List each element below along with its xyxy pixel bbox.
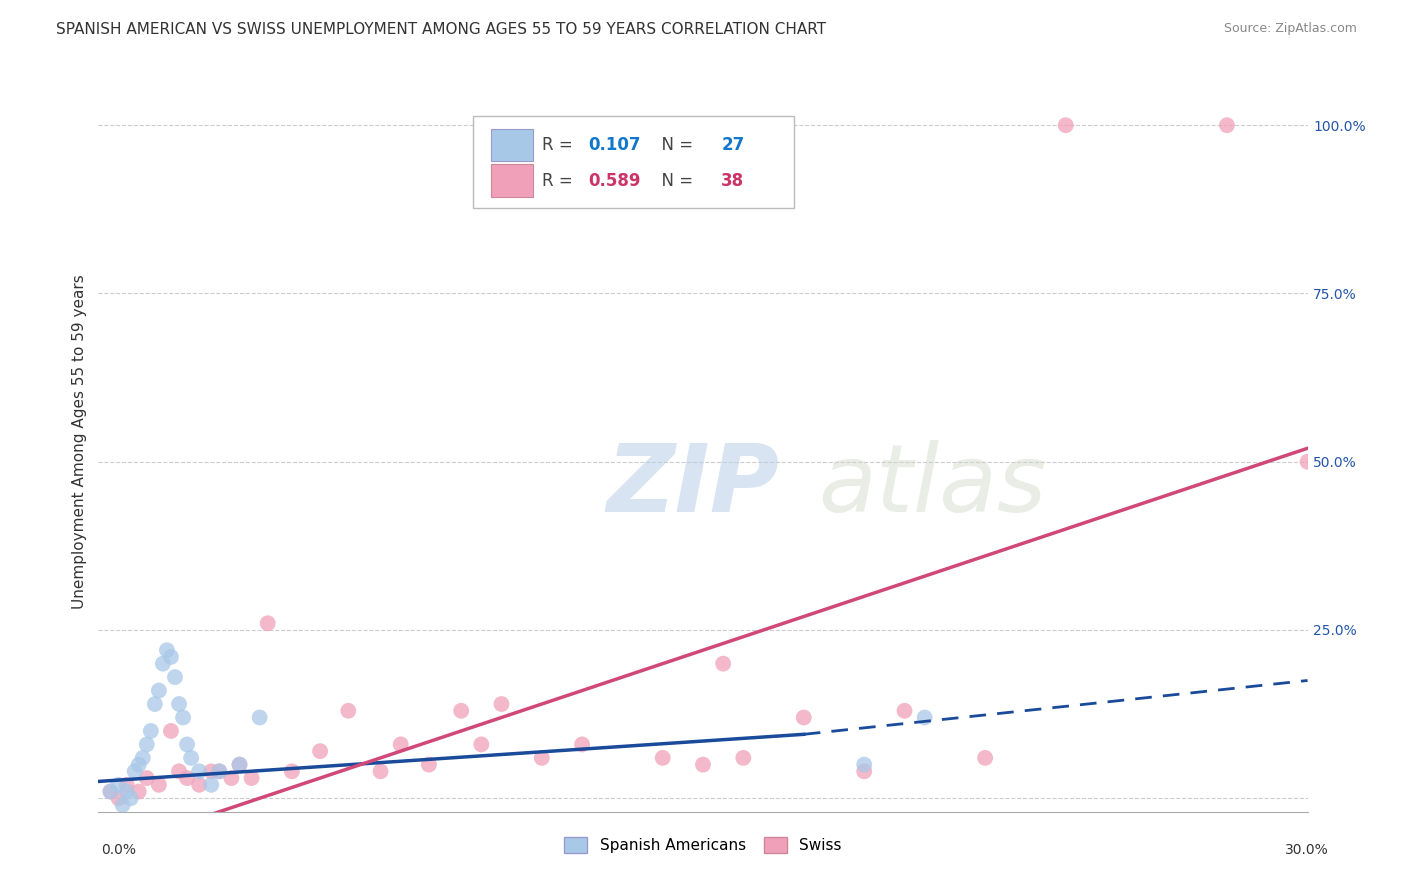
Point <box>132 751 155 765</box>
Y-axis label: Unemployment Among Ages 55 to 59 years: Unemployment Among Ages 55 to 59 years <box>72 274 87 609</box>
Point <box>337 704 360 718</box>
Point <box>240 771 263 785</box>
Point <box>167 764 190 779</box>
Point <box>107 791 129 805</box>
Point <box>853 757 876 772</box>
Point <box>793 710 815 724</box>
Point <box>100 784 122 798</box>
Point <box>221 771 243 785</box>
Point <box>115 784 138 798</box>
Point <box>176 771 198 785</box>
Point <box>172 710 194 724</box>
Point <box>160 723 183 738</box>
Point <box>530 751 553 765</box>
Point <box>160 649 183 664</box>
Point <box>370 764 392 779</box>
Point <box>156 643 179 657</box>
Point <box>167 697 190 711</box>
Text: 0.0%: 0.0% <box>101 843 136 857</box>
Point <box>651 751 673 765</box>
Point <box>148 683 170 698</box>
FancyBboxPatch shape <box>492 164 533 197</box>
Point <box>120 791 142 805</box>
Point <box>309 744 332 758</box>
Legend: Spanish Americans, Swiss: Spanish Americans, Swiss <box>558 830 848 860</box>
Point <box>893 704 915 718</box>
Point <box>571 738 593 752</box>
Point <box>1216 118 1239 132</box>
Point <box>914 710 936 724</box>
Point <box>139 723 162 738</box>
Point <box>208 764 231 779</box>
Point <box>115 778 138 792</box>
Point <box>180 751 202 765</box>
Point <box>208 764 231 779</box>
Point <box>100 784 122 798</box>
Point <box>711 657 734 671</box>
Point <box>107 778 129 792</box>
Text: N =: N = <box>651 136 699 154</box>
Point <box>124 764 146 779</box>
Text: ZIP: ZIP <box>606 440 779 532</box>
Point <box>256 616 278 631</box>
Point <box>128 784 150 798</box>
Point <box>418 757 440 772</box>
Point <box>152 657 174 671</box>
Text: N =: N = <box>651 172 699 190</box>
Point <box>135 738 157 752</box>
Point <box>281 764 304 779</box>
Point <box>733 751 755 765</box>
Text: R =: R = <box>543 136 578 154</box>
Text: 30.0%: 30.0% <box>1285 843 1329 857</box>
Point <box>974 751 997 765</box>
Point <box>450 704 472 718</box>
Point <box>143 697 166 711</box>
Point <box>135 771 157 785</box>
Text: R =: R = <box>543 172 578 190</box>
Point <box>692 757 714 772</box>
Point <box>200 778 222 792</box>
Point <box>249 710 271 724</box>
Point <box>491 697 513 711</box>
Text: Source: ZipAtlas.com: Source: ZipAtlas.com <box>1223 22 1357 36</box>
Point <box>228 757 250 772</box>
Point <box>228 757 250 772</box>
Point <box>200 764 222 779</box>
Point <box>1054 118 1077 132</box>
FancyBboxPatch shape <box>492 128 533 161</box>
Text: SPANISH AMERICAN VS SWISS UNEMPLOYMENT AMONG AGES 55 TO 59 YEARS CORRELATION CHA: SPANISH AMERICAN VS SWISS UNEMPLOYMENT A… <box>56 22 827 37</box>
Point <box>148 778 170 792</box>
Point <box>188 778 211 792</box>
Point <box>111 797 134 812</box>
Point <box>389 738 412 752</box>
Text: 0.107: 0.107 <box>588 136 641 154</box>
Text: atlas: atlas <box>818 441 1046 532</box>
Text: 38: 38 <box>721 172 744 190</box>
Point <box>163 670 186 684</box>
Point <box>188 764 211 779</box>
Point <box>176 738 198 752</box>
Point <box>853 764 876 779</box>
FancyBboxPatch shape <box>474 116 793 209</box>
Point <box>128 757 150 772</box>
Text: 0.589: 0.589 <box>588 172 641 190</box>
Point <box>1296 455 1319 469</box>
Text: 27: 27 <box>721 136 744 154</box>
Point <box>470 738 492 752</box>
